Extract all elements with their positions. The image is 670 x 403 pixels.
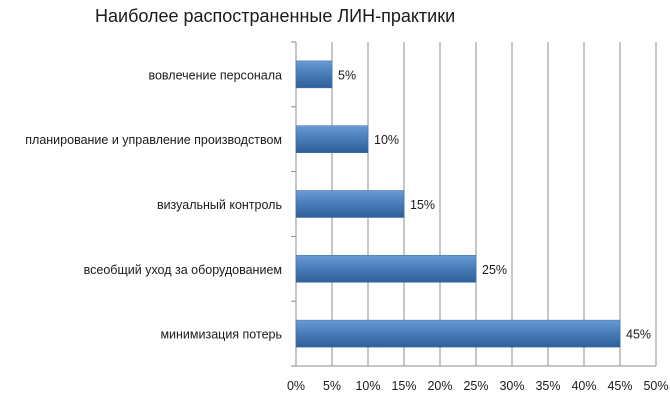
x-tick-label: 25% [463,379,488,393]
data-label: 45% [626,328,651,342]
data-label: 10% [374,133,399,147]
x-tick-label: 5% [323,379,341,393]
x-tick-label: 40% [571,379,596,393]
category-label: визуальный контроль [157,198,282,212]
category-label: всеобщий уход за оборудованием [84,263,282,277]
bar [295,190,405,218]
x-tick-label: 45% [607,379,632,393]
x-tick-label: 10% [355,379,380,393]
chart-title: Наиболее распостраненные ЛИН-практики [95,6,456,26]
data-label: 25% [482,263,507,277]
category-label: планирование и управление производством [25,133,282,147]
x-tick-label: 15% [391,379,416,393]
bar [295,319,621,348]
bar [295,60,333,89]
data-label: 15% [410,198,435,212]
x-tick-label: 35% [535,379,560,393]
bar [295,125,369,153]
category-label: вовлечение персонала [148,68,282,82]
data-label: 5% [338,68,356,82]
x-tick-label: 0% [287,379,305,393]
x-tick-label: 30% [499,379,524,393]
bar [295,255,477,283]
x-tick-label: 50% [643,379,668,393]
category-label: минимизация потерь [160,328,282,342]
x-tick-label: 20% [427,379,452,393]
